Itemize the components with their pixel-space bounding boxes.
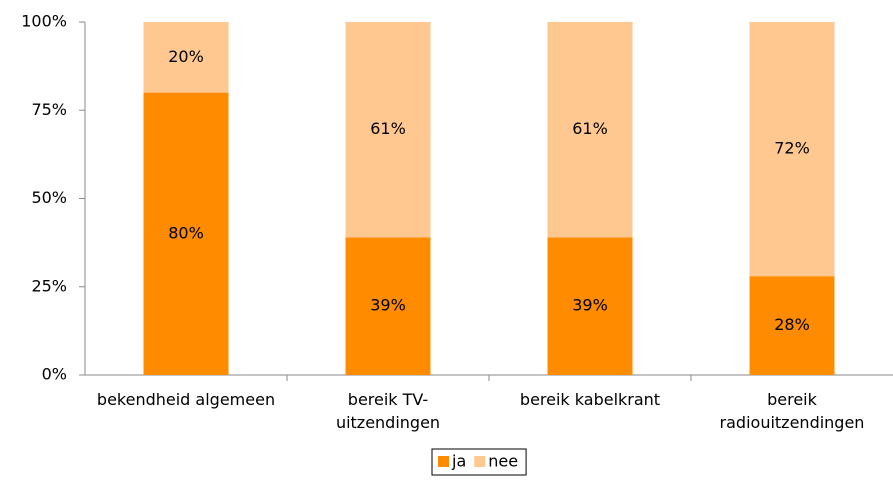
value-label: 39% xyxy=(572,296,608,315)
value-label: 80% xyxy=(168,223,204,242)
y-tick-label: 25% xyxy=(31,276,67,295)
legend-swatch xyxy=(474,456,486,467)
value-label: 61% xyxy=(572,119,608,138)
bar-segment xyxy=(345,237,431,375)
bar-segment xyxy=(749,276,835,375)
x-tick-label: bereik kabelkrant xyxy=(519,390,661,409)
bar-segment xyxy=(547,237,633,375)
legend-label: ja xyxy=(451,452,466,471)
x-tick-label: bereik TV-uitzendingen xyxy=(335,390,441,432)
y-tick-label: 0% xyxy=(42,365,67,384)
value-label: 20% xyxy=(168,47,204,66)
bar-segment xyxy=(749,22,835,277)
bar-segment xyxy=(345,22,431,238)
y-tick-label: 75% xyxy=(31,100,67,119)
value-label: 39% xyxy=(370,296,406,315)
bar-segment xyxy=(547,22,633,238)
legend-swatch xyxy=(438,456,449,467)
value-label: 61% xyxy=(370,119,406,138)
value-label: 28% xyxy=(774,315,810,334)
y-tick-label: 100% xyxy=(21,12,67,31)
y-tick-label: 50% xyxy=(31,188,67,207)
legend-label: nee xyxy=(488,452,518,471)
bar-segment xyxy=(143,92,229,375)
bar-segment xyxy=(143,22,229,93)
x-tick-label: bekendheid algemeen xyxy=(96,390,276,409)
value-label: 72% xyxy=(774,139,810,158)
x-tick-label: bereik radiouitzendingen xyxy=(719,390,865,432)
